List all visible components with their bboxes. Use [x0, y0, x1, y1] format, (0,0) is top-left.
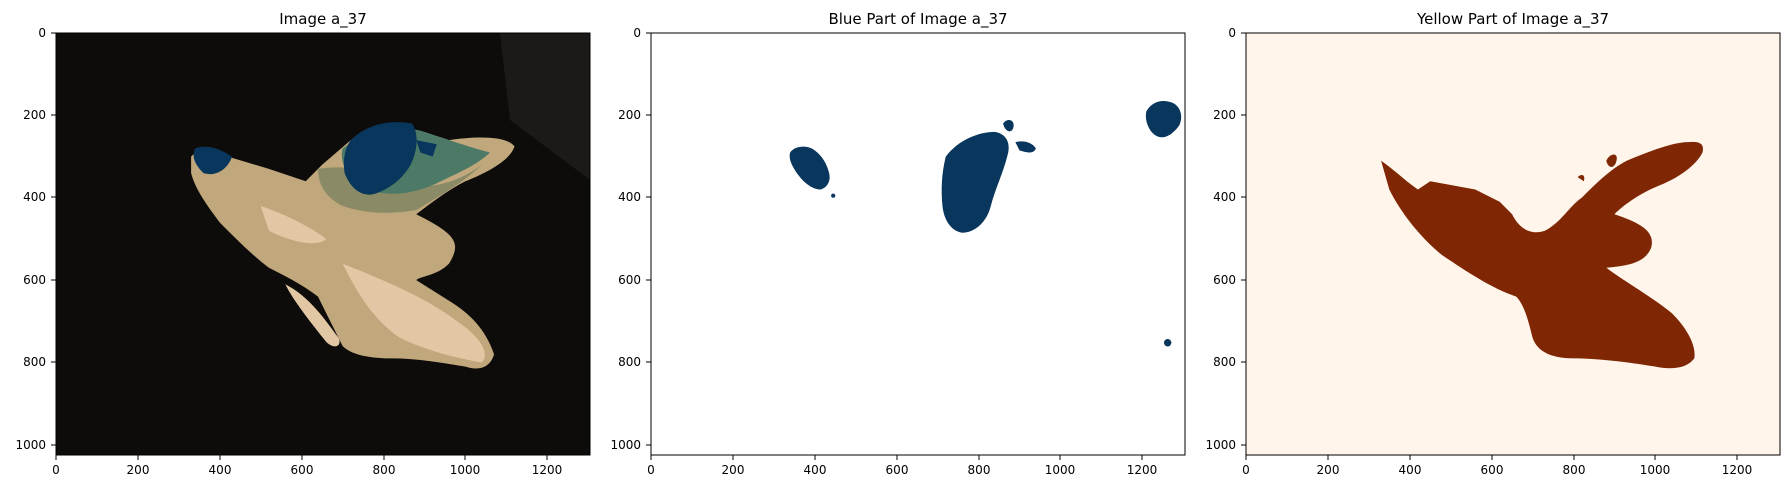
mask-background	[651, 33, 1185, 455]
blue-mask	[789, 101, 1182, 347]
x-tick-label: 600	[291, 463, 314, 477]
y-axis-ticks: 0 200 400 600 800 1000	[610, 26, 651, 452]
x-tick-label: 200	[722, 463, 745, 477]
panel-original-image: Image a_37	[15, 10, 591, 477]
x-tick-label: 200	[127, 463, 150, 477]
x-tick-label: 600	[1481, 463, 1504, 477]
x-tick-label: 1200	[1127, 463, 1158, 477]
x-axis-ticks: 0 200 400 600 800 1000 1200	[1242, 455, 1752, 477]
x-tick-label: 400	[209, 463, 232, 477]
x-tick-label: 1000	[1045, 463, 1076, 477]
x-tick-label: 0	[647, 463, 655, 477]
y-tick-label: 800	[618, 355, 641, 369]
y-tick-label: 200	[23, 108, 46, 122]
x-tick-label: 400	[1399, 463, 1422, 477]
panel-blue-part: Blue Part of Image a_37 0 200	[610, 10, 1186, 477]
x-tick-label: 1200	[1722, 463, 1753, 477]
y-tick-label: 400	[23, 190, 46, 204]
x-tick-label: 600	[886, 463, 909, 477]
image-corner-glow	[500, 33, 590, 180]
y-tick-label: 600	[1213, 273, 1236, 287]
x-tick-label: 0	[1242, 463, 1250, 477]
y-tick-label: 800	[23, 355, 46, 369]
x-tick-label: 800	[373, 463, 396, 477]
y-tick-label: 400	[1213, 190, 1236, 204]
x-tick-label: 1200	[532, 463, 563, 477]
x-tick-label: 1000	[1640, 463, 1671, 477]
x-tick-label: 400	[804, 463, 827, 477]
panel-title: Image a_37	[279, 10, 367, 29]
y-tick-label: 0	[1228, 26, 1236, 40]
y-tick-label: 0	[633, 26, 641, 40]
x-tick-label: 800	[1563, 463, 1586, 477]
y-tick-label: 400	[618, 190, 641, 204]
x-tick-label: 800	[968, 463, 991, 477]
y-tick-label: 1000	[1205, 438, 1236, 452]
y-tick-label: 1000	[610, 438, 641, 452]
x-tick-label: 1000	[450, 463, 481, 477]
y-tick-label: 200	[1213, 108, 1236, 122]
panel-yellow-part: Yellow Part of Image a_37 0 200 400 600 …	[1205, 10, 1781, 477]
x-axis-ticks: 0 200 400 600 800 1000 1200	[52, 455, 562, 477]
x-tick-label: 0	[52, 463, 60, 477]
y-tick-label: 0	[38, 26, 46, 40]
y-tick-label: 200	[618, 108, 641, 122]
butterfly-image	[191, 122, 515, 369]
yellow-mask	[1381, 141, 1703, 369]
y-axis-ticks: 0 200 400 600 800 1000	[15, 26, 56, 452]
panel-title: Blue Part of Image a_37	[828, 10, 1007, 29]
y-tick-label: 1000	[15, 438, 46, 452]
y-axis-ticks: 0 200 400 600 800 1000	[1205, 26, 1246, 452]
y-tick-label: 600	[23, 273, 46, 287]
x-axis-ticks: 0 200 400 600 800 1000 1200	[647, 455, 1157, 477]
y-tick-label: 600	[618, 273, 641, 287]
x-tick-label: 200	[1317, 463, 1340, 477]
panel-title: Yellow Part of Image a_37	[1416, 10, 1609, 29]
y-tick-label: 800	[1213, 355, 1236, 369]
